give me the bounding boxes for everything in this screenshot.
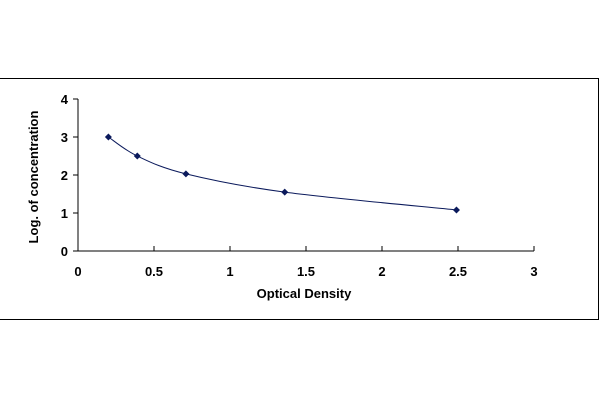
y-tick-label: 0 [61, 244, 68, 259]
y-tick-label: 3 [61, 130, 68, 145]
data-point [133, 152, 141, 160]
trend-curve [108, 136, 457, 211]
y-ticks: 0 1 2 3 4 [61, 92, 78, 259]
axes [77, 99, 534, 252]
x-ticks: 0 0.5 1 1.5 2 2.5 3 [74, 246, 538, 279]
y-tick-label: 2 [61, 168, 68, 183]
x-tick-label: 1.5 [297, 264, 315, 279]
y-axis-title: Log. of concentration [26, 111, 41, 244]
x-tick-label: 2.5 [449, 264, 467, 279]
x-tick-label: 2 [378, 264, 385, 279]
y-tick-label: 4 [61, 92, 69, 107]
data-point [281, 188, 289, 196]
chart-frame [0, 78, 599, 320]
x-axis-title: Optical Density [257, 286, 352, 301]
data-point [452, 206, 460, 214]
x-tick-label: 0 [74, 264, 81, 279]
y-tick-label: 1 [61, 206, 68, 221]
data-point [104, 133, 112, 141]
x-tick-label: 1 [226, 264, 233, 279]
data-points [104, 133, 460, 214]
x-tick-label: 0.5 [145, 264, 163, 279]
data-point [182, 170, 190, 178]
x-tick-label: 3 [530, 264, 537, 279]
